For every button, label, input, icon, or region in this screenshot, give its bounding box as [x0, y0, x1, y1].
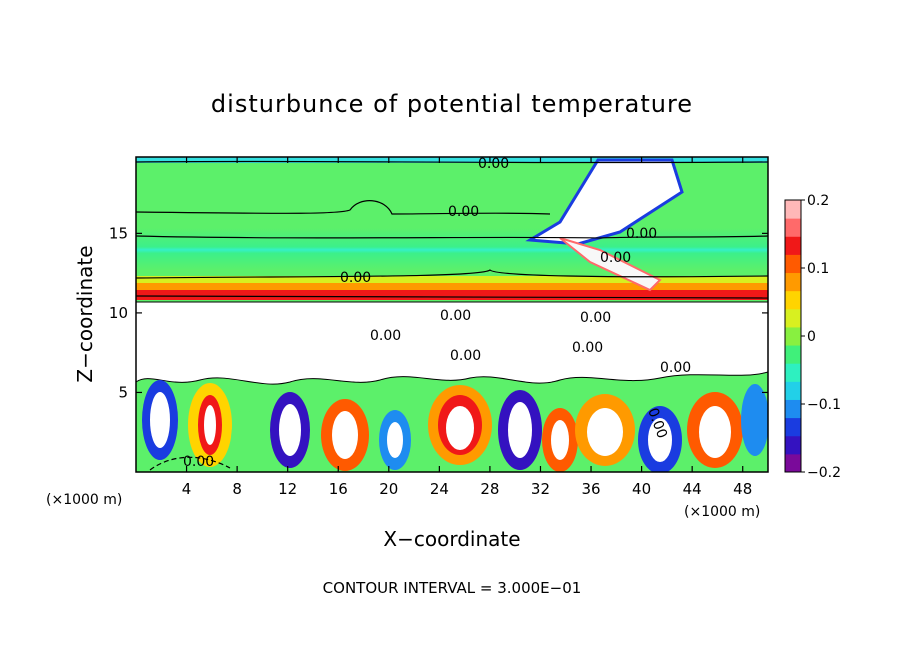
- colorbar-swatch: [785, 435, 801, 455]
- contour-label: 0.00: [478, 156, 509, 172]
- convective-cells: [142, 380, 768, 472]
- colorbar-swatch: [785, 290, 801, 310]
- contour-interval-note: CONTOUR INTERVAL = 3.000E−01: [323, 579, 582, 597]
- plot-area: 0.00 0.00 0.00 0.00 0.00 0.00 0.00 0.00 …: [136, 156, 768, 472]
- contour-label: 0.00: [440, 308, 471, 324]
- colorbar-tick-label: 0: [807, 329, 816, 345]
- colorbar-swatch: [785, 218, 801, 237]
- contour-label-group: 0.00 0.00 0.00 0.00 0.00 0.00 0.00 0.00 …: [183, 156, 691, 470]
- colorbar-tick-label: 0.2: [807, 193, 829, 209]
- contour-label: 0.00: [660, 360, 691, 376]
- x-tick-label: 24: [430, 480, 449, 498]
- x-unit-left: (×1000 m): [46, 492, 122, 508]
- colorbar-swatch: [785, 363, 801, 382]
- x-tick-label: 40: [632, 480, 651, 498]
- x-tick-label: 12: [278, 480, 297, 498]
- colorbar-swatch: [785, 345, 801, 364]
- y-tick-label: 15: [109, 224, 128, 242]
- y-axis: 5 10 15: [109, 224, 768, 401]
- cyan-band: [136, 228, 768, 270]
- colorbar-swatch: [785, 326, 801, 346]
- x-tick-label: 36: [581, 480, 600, 498]
- x-unit-right: (×1000 m): [684, 504, 760, 520]
- colorbar-swatch: [785, 308, 801, 328]
- contour-label: 0.00: [626, 226, 657, 242]
- y-tick-label: 5: [118, 383, 128, 401]
- chart-title: disturbunce of potential temperature: [211, 90, 693, 118]
- contour-label: 0.00: [580, 310, 611, 326]
- colorbar-swatch: [785, 236, 801, 255]
- colorbar-swatch: [785, 453, 801, 473]
- contour-label: 0.00: [448, 204, 479, 220]
- x-tick-label: 28: [480, 480, 499, 498]
- colorbar-swatch: [785, 417, 801, 437]
- x-axis-label: X−coordinate: [383, 527, 520, 551]
- colorbar-tick-label: −0.2: [807, 465, 841, 481]
- y-axis-label: Z−coordinate: [73, 245, 97, 382]
- plot-frame: [135, 156, 769, 473]
- turbulent-layer: [136, 301, 768, 385]
- x-tick-label: 32: [531, 480, 550, 498]
- colorbar-swatch: [785, 399, 801, 419]
- x-tick-label: 16: [329, 480, 348, 498]
- contour-label: 0.00: [600, 250, 631, 266]
- contour-label: 0.00: [370, 328, 401, 344]
- contour-label: 0.00: [572, 340, 603, 356]
- colorbar-swatch: [785, 272, 801, 292]
- warm-layer-yellow: [136, 276, 768, 286]
- colorbar-swatch: [785, 200, 801, 219]
- x-tick-label: 20: [379, 480, 398, 498]
- x-axis: 4 8 12 16 20 24 28 32 36 40 44 48: [182, 157, 752, 498]
- colorbar-swatch: [785, 254, 801, 274]
- warm-layer-red: [136, 290, 768, 300]
- colorbar-tick-label: 0.1: [807, 261, 829, 277]
- top-cyan-strip: [136, 157, 768, 163]
- contour-label: 0.00: [340, 270, 371, 286]
- contour-label: 0.00: [183, 454, 214, 470]
- x-tick-label: 4: [182, 480, 192, 498]
- contour-lines: [136, 160, 768, 471]
- colorbar-swatch: [785, 381, 801, 400]
- y-tick-label: 10: [109, 304, 128, 322]
- x-tick-label: 48: [733, 480, 752, 498]
- colorbar: 0.2 0.1 0 −0.1 −0.2: [784, 193, 841, 481]
- contour-label: 0.00: [450, 348, 481, 364]
- x-tick-label: 44: [683, 480, 702, 498]
- warm-layer-orange: [136, 283, 768, 293]
- colorbar-tick-label: −0.1: [807, 397, 841, 413]
- x-tick-label: 8: [232, 480, 242, 498]
